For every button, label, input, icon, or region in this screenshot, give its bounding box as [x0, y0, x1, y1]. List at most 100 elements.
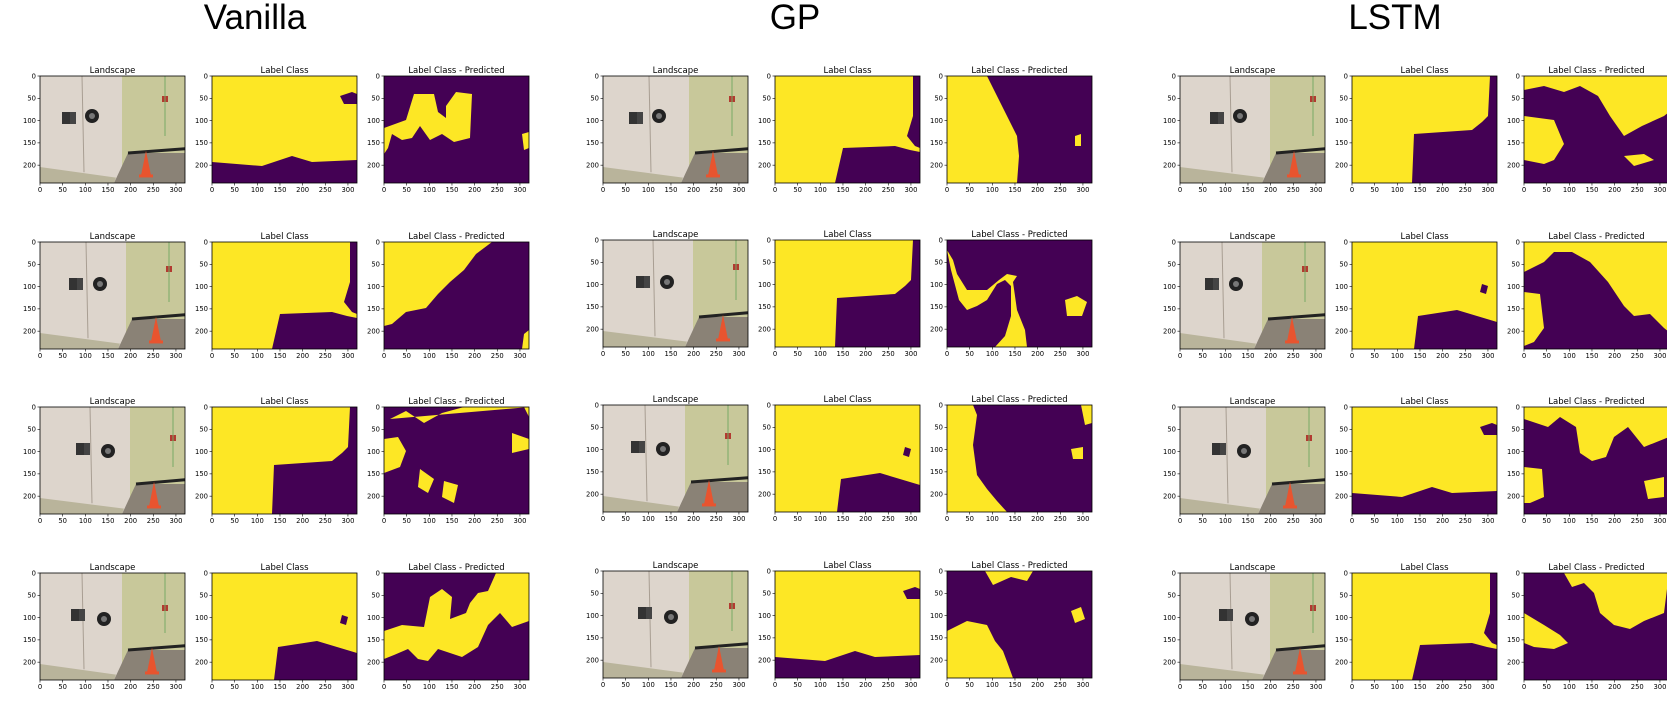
panel-title: Label Class - Predicted — [408, 66, 504, 76]
x-tick-label: 0 — [38, 186, 42, 194]
segmentation-mask — [212, 573, 357, 680]
x-tick-label: 150 — [1413, 186, 1426, 194]
y-tick-label: 100 — [930, 612, 943, 620]
y-tick-label: 100 — [1163, 117, 1176, 125]
panel-title: Label Class - Predicted — [1548, 232, 1644, 242]
y-tick-label: 100 — [195, 283, 208, 291]
panel-title: Landscape — [653, 561, 699, 571]
y-tick-label: 100 — [367, 117, 380, 125]
panel-gp-row4-label-class-predicted: Label Class - Predicted 0 50 100 150 200 250 30… — [933, 559, 1098, 696]
y-tick-label: 150 — [586, 139, 599, 147]
x-tick-label: 50 — [402, 683, 411, 691]
y-tick-label: 50 — [1339, 95, 1348, 103]
x-tick-label: 300 — [1481, 352, 1494, 360]
x-tick-label: 150 — [273, 186, 286, 194]
x-tick-label: 100 — [1391, 517, 1404, 525]
y-tick-label: 100 — [1335, 117, 1348, 125]
segmentation-mask — [947, 571, 1092, 678]
y-tick-label: 0 — [1172, 569, 1176, 577]
x-tick-label: 50 — [1370, 352, 1379, 360]
panel-title: Landscape — [90, 563, 136, 573]
x-tick-label: 0 — [773, 515, 777, 523]
segmentation-mask — [384, 76, 529, 183]
x-tick-label: 250 — [319, 352, 332, 360]
x-tick-label: 0 — [945, 186, 949, 194]
x-tick-label: 250 — [319, 186, 332, 194]
x-tick-label: 200 — [1264, 186, 1277, 194]
y-tick-label: 50 — [371, 95, 380, 103]
segmentation-mask — [384, 573, 529, 680]
x-tick-label: 100 — [642, 350, 655, 358]
y-tick-label: 100 — [1163, 614, 1176, 622]
segmentation-mask — [384, 407, 529, 514]
y-tick-label: 200 — [367, 161, 380, 169]
x-tick-label: 300 — [169, 683, 182, 691]
x-tick-label: 150 — [836, 350, 849, 358]
y-tick-label: 150 — [23, 139, 36, 147]
y-tick-label: 50 — [199, 426, 208, 434]
y-tick-label: 0 — [939, 401, 943, 409]
panel-title: Landscape — [653, 66, 699, 76]
x-tick-label: 150 — [1241, 517, 1254, 525]
x-tick-label: 50 — [793, 681, 802, 689]
y-tick-label: 100 — [1335, 448, 1348, 456]
x-tick-label: 100 — [814, 681, 827, 689]
x-tick-label: 100 — [423, 352, 436, 360]
y-tick-label: 200 — [367, 492, 380, 500]
y-tick-label: 200 — [1163, 658, 1176, 666]
x-tick-label: 200 — [124, 186, 137, 194]
panel-vanilla-row3-label-class: Label Class 0 50 100 150 200 250 300 0 50 100 150 20… — [198, 395, 363, 532]
y-tick-label: 200 — [930, 656, 943, 664]
x-tick-label: 100 — [1391, 186, 1404, 194]
y-tick-label: 100 — [23, 448, 36, 456]
x-tick-label: 250 — [1287, 517, 1300, 525]
x-tick-label: 300 — [513, 517, 526, 525]
y-tick-label: 100 — [930, 117, 943, 125]
y-tick-label: 50 — [1167, 261, 1176, 269]
x-tick-label: 200 — [468, 352, 481, 360]
panel-lstm-row4-landscape: Landscape 0 50 100 150 200 250 300 0 50 100 150 200 — [1166, 561, 1331, 698]
x-tick-label: 300 — [1309, 683, 1322, 691]
x-tick-label: 0 — [38, 352, 42, 360]
x-tick-label: 300 — [1076, 350, 1089, 358]
x-tick-label: 0 — [601, 515, 605, 523]
x-tick-label: 250 — [1459, 186, 1472, 194]
y-tick-label: 200 — [1335, 327, 1348, 335]
y-tick-label: 150 — [758, 634, 771, 642]
x-tick-label: 200 — [296, 683, 309, 691]
x-tick-label: 300 — [1309, 352, 1322, 360]
panel-lstm-row4-label-class-predicted: Label Class - Predicted 0 50 100 150 200 250 30… — [1510, 561, 1667, 698]
x-tick-label: 0 — [1522, 352, 1526, 360]
y-tick-label: 0 — [1172, 238, 1176, 246]
y-tick-label: 200 — [23, 161, 36, 169]
y-tick-label: 200 — [930, 161, 943, 169]
y-tick-label: 200 — [1335, 492, 1348, 500]
x-tick-label: 200 — [859, 681, 872, 689]
y-tick-label: 200 — [586, 325, 599, 333]
x-tick-label: 50 — [621, 350, 630, 358]
y-tick-label: 50 — [27, 426, 36, 434]
y-tick-label: 0 — [767, 401, 771, 409]
y-tick-label: 0 — [32, 403, 36, 411]
y-tick-label: 100 — [1507, 117, 1520, 125]
x-tick-label: 250 — [491, 352, 504, 360]
x-tick-label: 250 — [710, 186, 723, 194]
x-tick-label: 150 — [664, 350, 677, 358]
y-tick-label: 150 — [1507, 636, 1520, 644]
panel-vanilla-row1-label-class-predicted: Label Class - Predicted 0 50 100 150 200 250 30… — [370, 64, 535, 201]
y-tick-label: 100 — [758, 117, 771, 125]
x-tick-label: 50 — [793, 515, 802, 523]
x-tick-label: 200 — [859, 350, 872, 358]
panel-title: Label Class — [261, 563, 310, 573]
x-tick-label: 0 — [945, 515, 949, 523]
y-tick-label: 100 — [1163, 283, 1176, 291]
panel-title: Label Class - Predicted — [408, 563, 504, 573]
segmentation-mask — [1352, 242, 1497, 349]
y-tick-label: 0 — [1516, 569, 1520, 577]
x-tick-label: 50 — [1370, 186, 1379, 194]
y-tick-label: 100 — [930, 281, 943, 289]
panel-gp-row1-label-class: Label Class 0 50 100 150 200 250 300 0 50 100 150 20… — [761, 64, 926, 201]
photo-image — [40, 573, 185, 680]
x-tick-label: 200 — [1436, 186, 1449, 194]
y-tick-label: 0 — [204, 403, 208, 411]
